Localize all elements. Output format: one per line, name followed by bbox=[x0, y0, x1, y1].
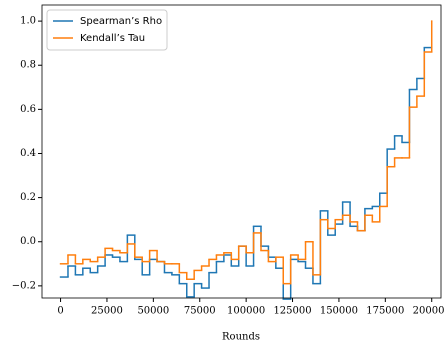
x-tick-label: 125000 bbox=[273, 306, 311, 317]
x-tick-label: 100000 bbox=[227, 306, 265, 317]
x-tick-label: 200000 bbox=[413, 306, 444, 317]
x-tick-label: 0 bbox=[57, 306, 63, 317]
y-tick-label: 0.0 bbox=[20, 236, 36, 247]
x-tick-label: 175000 bbox=[366, 306, 404, 317]
y-tick-label: 0.4 bbox=[20, 148, 36, 159]
x-tick-label: 50000 bbox=[137, 306, 169, 317]
legend-box bbox=[46, 9, 168, 51]
y-tick-label: 0.2 bbox=[20, 192, 36, 203]
plot-frame bbox=[41, 4, 442, 299]
y-tick-label: 1.0 bbox=[20, 16, 36, 27]
legend-label: Kendall’s Tau bbox=[80, 33, 145, 44]
y-tick-label: −0.2 bbox=[12, 280, 36, 291]
x-axis-label: Rounds bbox=[222, 332, 260, 343]
legend-label: Spearman’s Rho bbox=[80, 16, 162, 27]
x-tick-label: 75000 bbox=[184, 306, 216, 317]
y-tick-label: 0.8 bbox=[20, 60, 36, 71]
x-tick-label: 25000 bbox=[91, 306, 123, 317]
x-tick-label: 150000 bbox=[320, 306, 358, 317]
y-tick-label: 0.6 bbox=[20, 104, 36, 115]
